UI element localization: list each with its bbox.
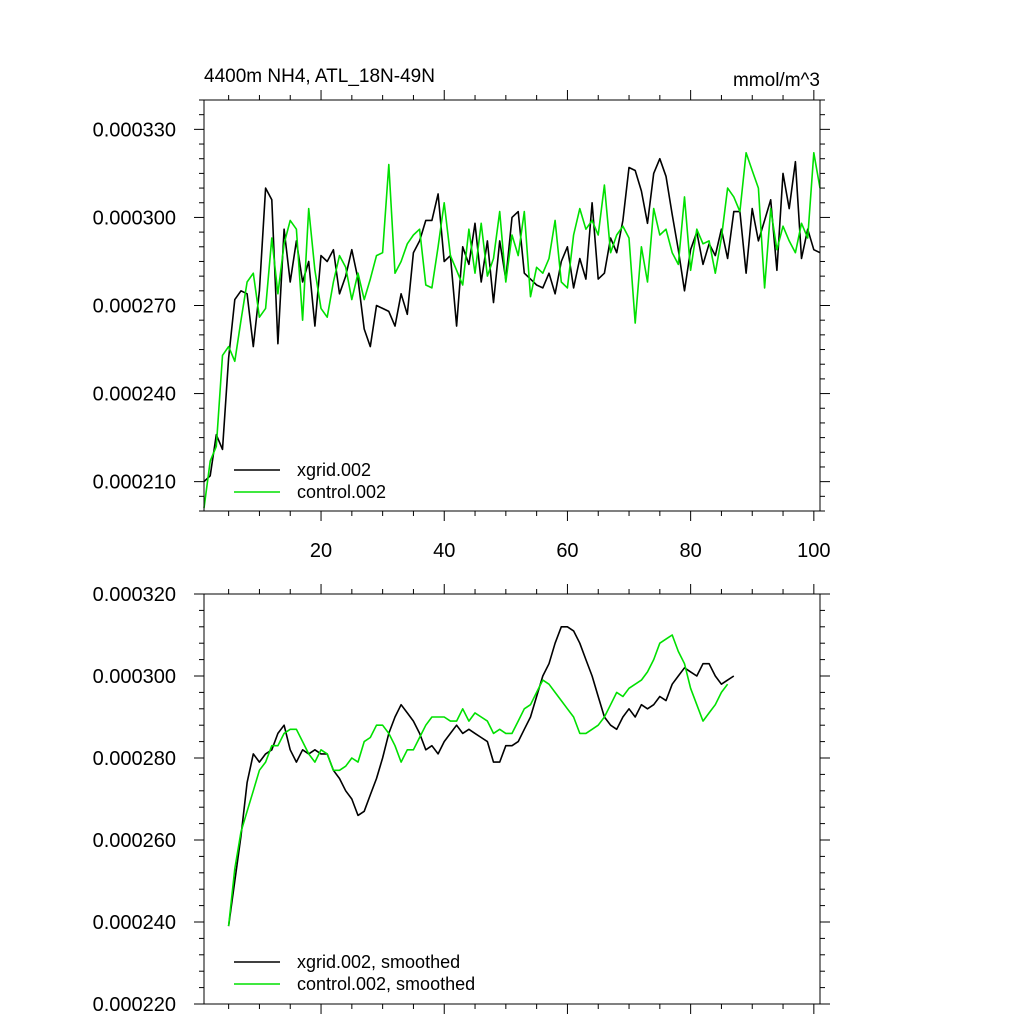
x-tick-label: 100 <box>797 540 830 562</box>
top-chart-title: 4400m NH4, ATL_18N-49N <box>204 66 435 87</box>
series-line-xgrid <box>227 625 735 927</box>
top-legend-label-xgrid: xgrid.002 <box>297 460 371 480</box>
top-chart-units: mmol/m^3 <box>733 70 820 91</box>
bottom-legend: xgrid.002, smoothed control.002, smoothe… <box>234 952 475 994</box>
y-tick-label: 0.000300 <box>93 666 176 688</box>
y-tick-label: 0.000330 <box>93 119 176 141</box>
bottom-legend-label-control: control.002, smoothed <box>297 974 475 994</box>
x-tick-label: 60 <box>556 540 578 562</box>
top-plot-frame <box>203 99 821 512</box>
bottom-axis-ticks <box>194 584 830 1014</box>
y-tick-label: 0.000280 <box>93 748 176 770</box>
top-legend: xgrid.002 control.002 <box>234 460 386 502</box>
top-x-tick-labels: 20 40 60 80 100 <box>310 540 831 562</box>
x-tick-label: 40 <box>433 540 455 562</box>
y-tick-label: 0.000220 <box>93 994 176 1016</box>
y-tick-label: 0.000240 <box>93 384 176 406</box>
top-legend-label-control: control.002 <box>297 482 386 502</box>
x-tick-label: 20 <box>310 540 332 562</box>
y-tick-label: 0.000270 <box>93 296 176 318</box>
y-tick-label: 0.000240 <box>93 912 176 934</box>
y-tick-label: 0.000210 <box>93 472 176 494</box>
bottom-chart-panel: 0.000220 0.000240 0.000260 0.000280 0.000300… <box>93 584 830 1016</box>
top-y-tick-labels: 0.000210 0.000240 0.000270 0.000300 0.000330 <box>93 119 176 493</box>
top-chart-panel: 4400m NH4, ATL_18N-49N mmol/m^3 20 40 60 80… <box>93 66 831 562</box>
series-line-control <box>227 634 729 927</box>
top-axis-ticks <box>194 90 830 521</box>
y-tick-label: 0.000320 <box>93 584 176 606</box>
top-series-lines <box>203 152 821 509</box>
series-line-xgrid <box>203 157 821 483</box>
series-line-control <box>203 152 821 509</box>
bottom-y-tick-labels: 0.000220 0.000240 0.000260 0.000280 0.000300… <box>93 584 176 1016</box>
y-tick-label: 0.000300 <box>93 207 176 229</box>
bottom-plot-frame <box>203 593 821 1005</box>
y-tick-label: 0.000260 <box>93 830 176 852</box>
bottom-series-lines <box>227 625 735 927</box>
x-tick-label: 80 <box>680 540 702 562</box>
bottom-legend-label-xgrid: xgrid.002, smoothed <box>297 952 460 972</box>
